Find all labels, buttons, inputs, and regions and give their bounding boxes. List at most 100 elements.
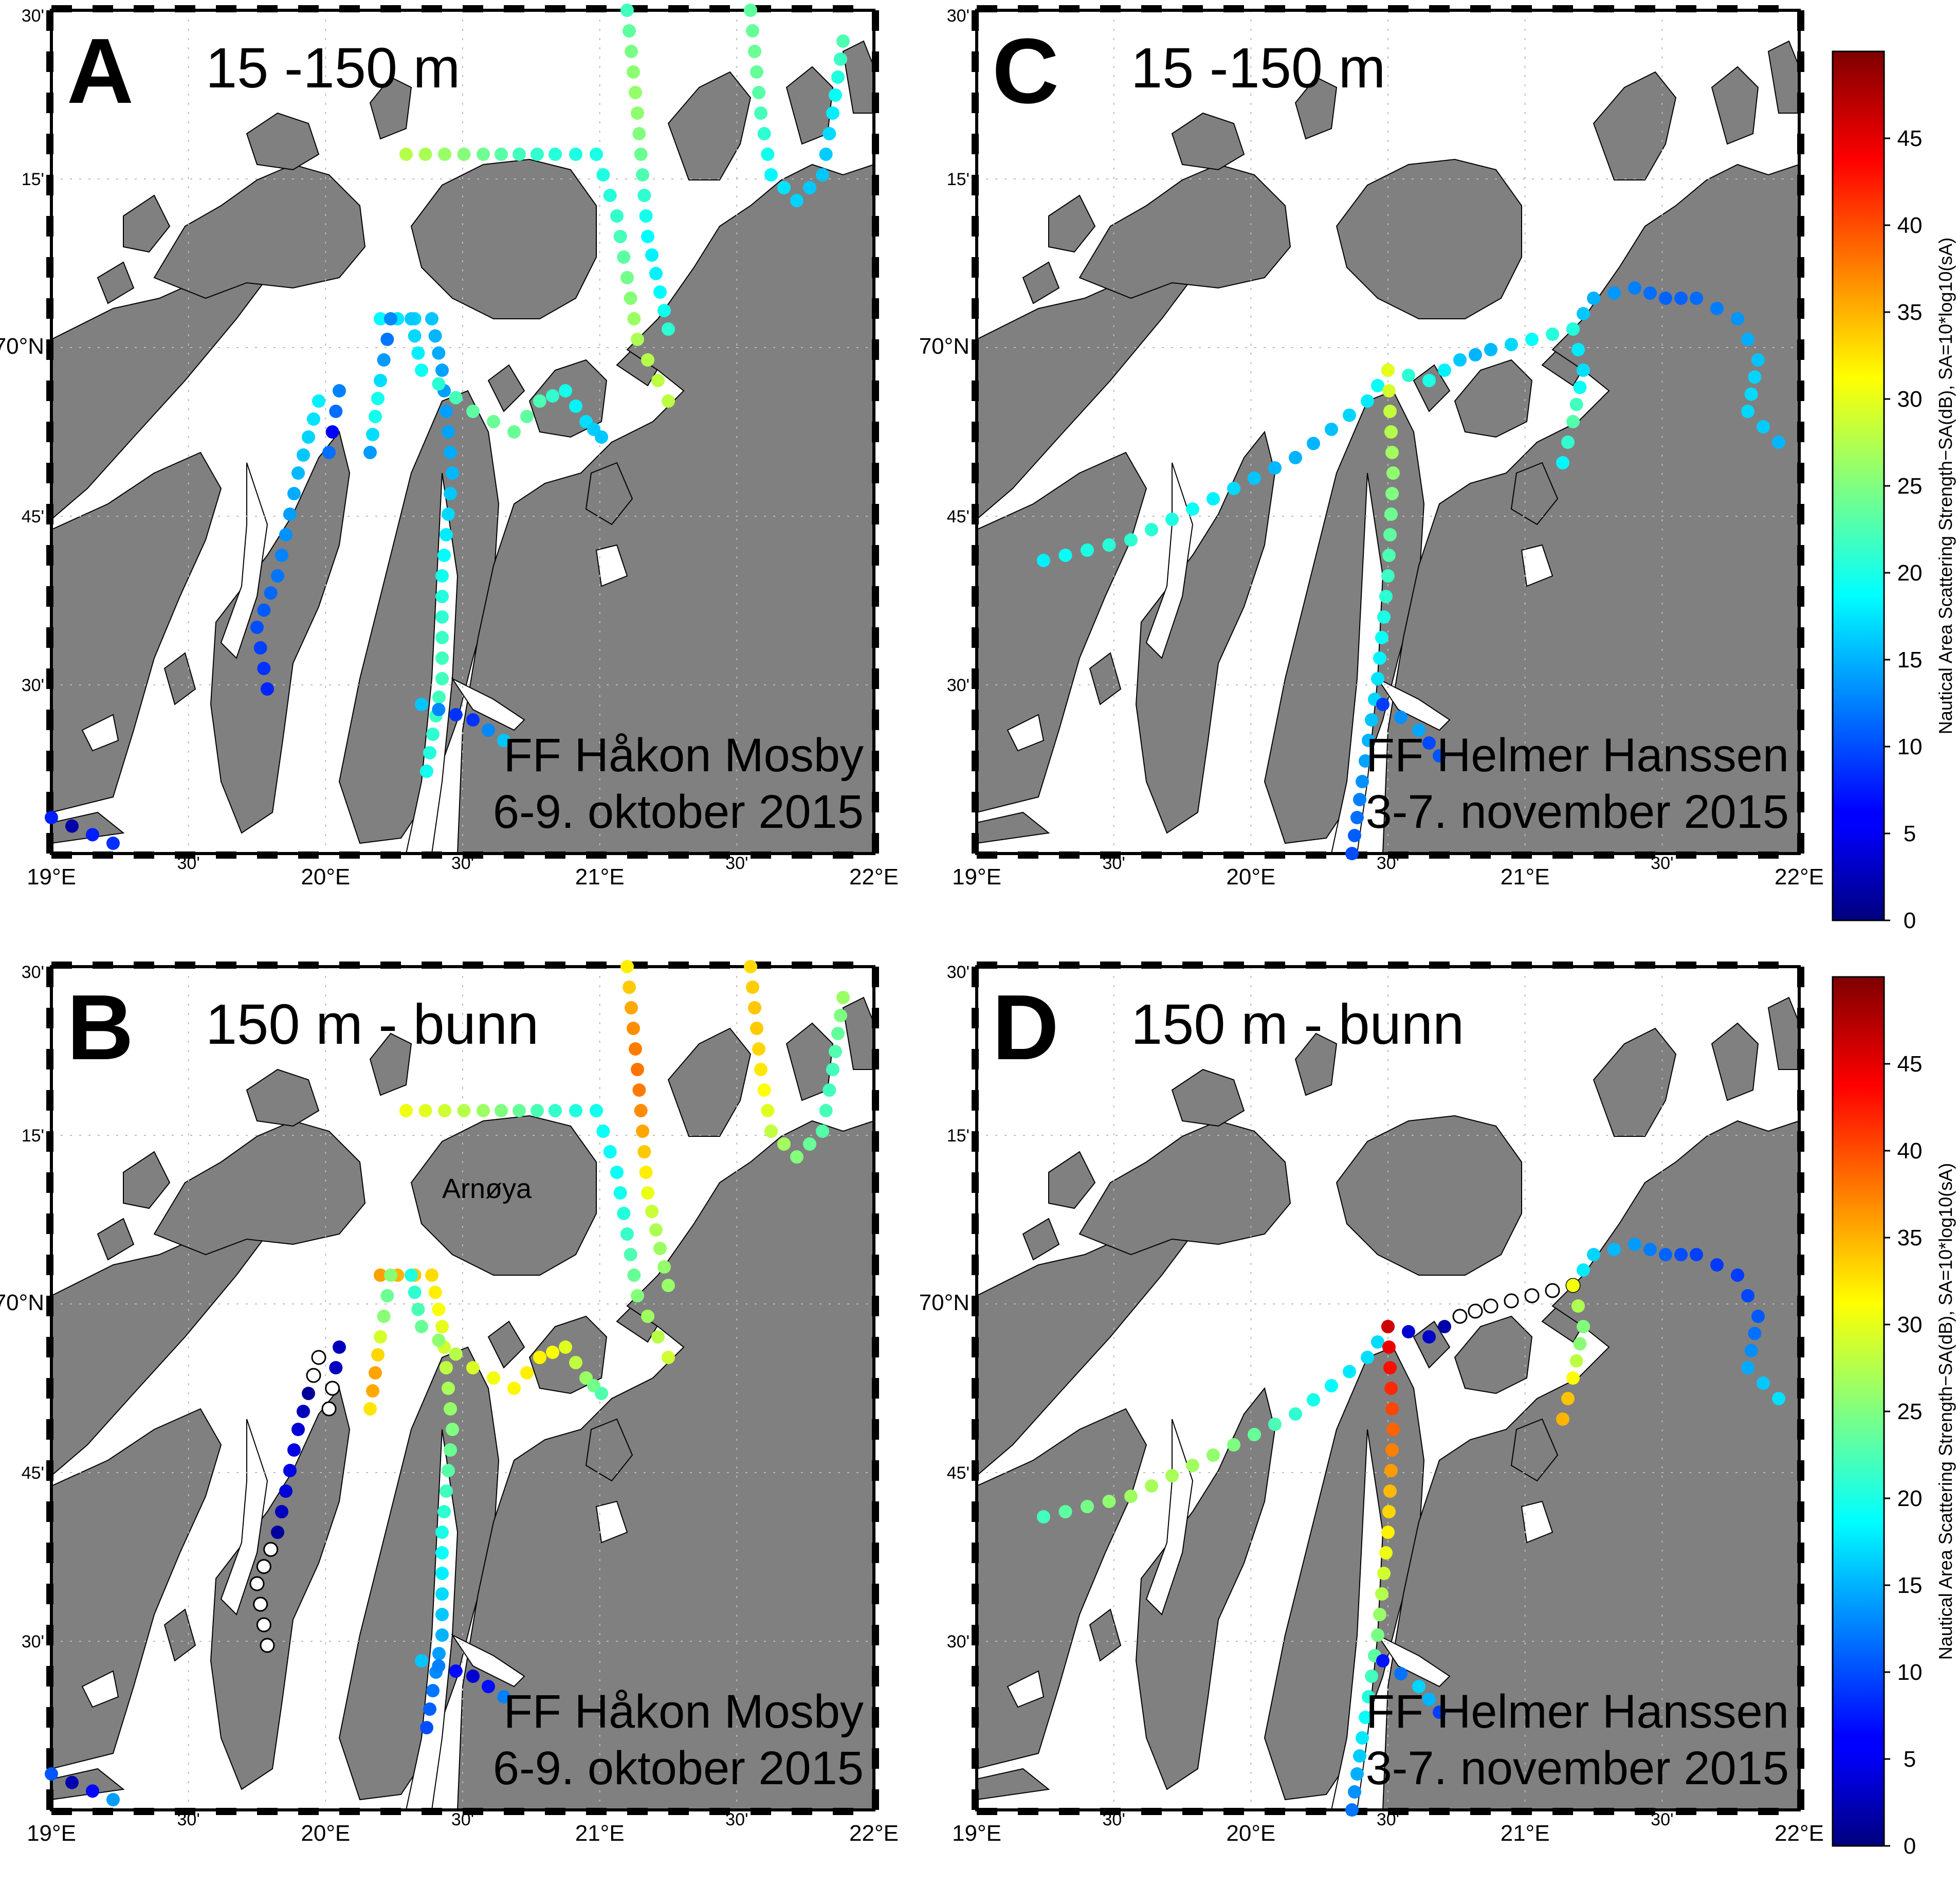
survey-point xyxy=(757,1083,771,1097)
latitude-label: 45' xyxy=(947,507,970,527)
frame-scale-bar xyxy=(46,962,879,1815)
survey-point xyxy=(1381,1320,1395,1333)
survey-point xyxy=(440,405,453,418)
survey-point xyxy=(442,1382,455,1395)
colorbar-tick: 30 xyxy=(1897,387,1923,412)
survey-point xyxy=(1371,379,1384,392)
survey-point xyxy=(1628,281,1641,295)
survey-point xyxy=(533,1351,546,1364)
survey-point xyxy=(1356,1731,1369,1745)
survey-point xyxy=(1348,829,1361,842)
survey-point xyxy=(423,1702,436,1716)
survey-point xyxy=(531,148,544,161)
survey-point xyxy=(513,148,526,161)
survey-point xyxy=(1438,1320,1451,1333)
survey-point xyxy=(307,412,320,426)
survey-point xyxy=(435,651,449,665)
survey-point xyxy=(777,1137,791,1151)
survey-point xyxy=(432,1302,446,1316)
survey-point xyxy=(1577,1320,1590,1333)
survey-point xyxy=(1206,492,1220,505)
survey-point xyxy=(86,1784,99,1798)
survey-point xyxy=(1748,370,1762,384)
survey-point xyxy=(1394,711,1407,724)
survey-point xyxy=(629,86,642,99)
survey-point xyxy=(1376,1654,1390,1667)
survey-point xyxy=(1361,1351,1374,1364)
survey-point xyxy=(636,1125,649,1138)
survey-point xyxy=(446,466,459,480)
survey-point xyxy=(651,1330,665,1344)
survey-track-dots xyxy=(1037,1238,1785,1817)
survey-point xyxy=(442,425,455,439)
survey-point xyxy=(1289,451,1302,464)
survey-point xyxy=(1573,1337,1587,1351)
survey-point xyxy=(507,425,521,439)
latitude-label: 30' xyxy=(22,676,44,695)
survey-point xyxy=(399,148,413,161)
survey-point xyxy=(377,1310,391,1323)
survey-point xyxy=(590,1104,603,1117)
survey-point xyxy=(432,1647,446,1660)
survey-point xyxy=(1145,523,1158,536)
survey-point xyxy=(645,248,659,262)
survey-point xyxy=(275,1505,288,1518)
survey-point xyxy=(1058,549,1072,562)
survey-point xyxy=(449,1347,463,1361)
colorbar-tick: 25 xyxy=(1897,474,1923,499)
survey-point xyxy=(415,364,428,377)
survey-point xyxy=(595,430,608,444)
survey-point xyxy=(1359,754,1372,768)
longitude-label: 19°E xyxy=(952,864,1001,890)
survey-point xyxy=(435,1567,449,1580)
survey-point xyxy=(399,1104,413,1117)
survey-point xyxy=(620,960,634,973)
survey-point xyxy=(513,1104,526,1117)
survey-point xyxy=(1607,1243,1621,1256)
survey-point xyxy=(1124,533,1138,547)
longitude-label: 20°E xyxy=(1226,864,1275,890)
survey-point xyxy=(746,24,759,38)
survey-point xyxy=(65,1775,79,1789)
survey-point xyxy=(384,312,397,325)
survey-point xyxy=(384,1268,397,1282)
survey-point xyxy=(569,148,582,161)
survey-point xyxy=(420,1721,433,1734)
survey-point xyxy=(435,1320,449,1333)
survey-point xyxy=(1375,1587,1388,1601)
survey-point xyxy=(1524,1288,1540,1303)
survey-point xyxy=(291,1423,305,1436)
survey-point xyxy=(438,148,451,161)
survey-point xyxy=(297,448,310,462)
colorbar-tick: 5 xyxy=(1904,821,1916,846)
survey-point xyxy=(632,1083,646,1097)
place-label-arnoya: Arnøya xyxy=(442,1173,532,1204)
survey-point xyxy=(1325,423,1338,436)
longitude-label: 22°E xyxy=(1775,864,1824,890)
survey-point xyxy=(610,209,624,223)
survey-point xyxy=(1382,1505,1396,1518)
survey-point xyxy=(1353,1749,1366,1763)
survey-point xyxy=(438,1104,451,1117)
survey-point xyxy=(744,960,757,973)
survey-point xyxy=(636,168,649,182)
survey-point xyxy=(482,723,495,737)
survey-point xyxy=(1453,353,1467,367)
survey-point xyxy=(405,1268,418,1282)
survey-point xyxy=(1307,1393,1320,1407)
survey-point xyxy=(405,312,418,325)
survey-point xyxy=(440,528,453,541)
survey-point xyxy=(1248,472,1261,485)
depth-range-label: 15 -150 m xyxy=(1131,37,1385,100)
survey-point xyxy=(426,1684,440,1697)
survey-point xyxy=(1772,1392,1785,1405)
survey-point xyxy=(435,1628,449,1642)
survey-point xyxy=(641,1310,654,1323)
survey-point xyxy=(374,1330,387,1344)
survey-point xyxy=(637,1145,651,1158)
survey-point xyxy=(1383,1484,1397,1498)
survey-point xyxy=(546,1346,559,1359)
survey-point xyxy=(744,4,757,17)
